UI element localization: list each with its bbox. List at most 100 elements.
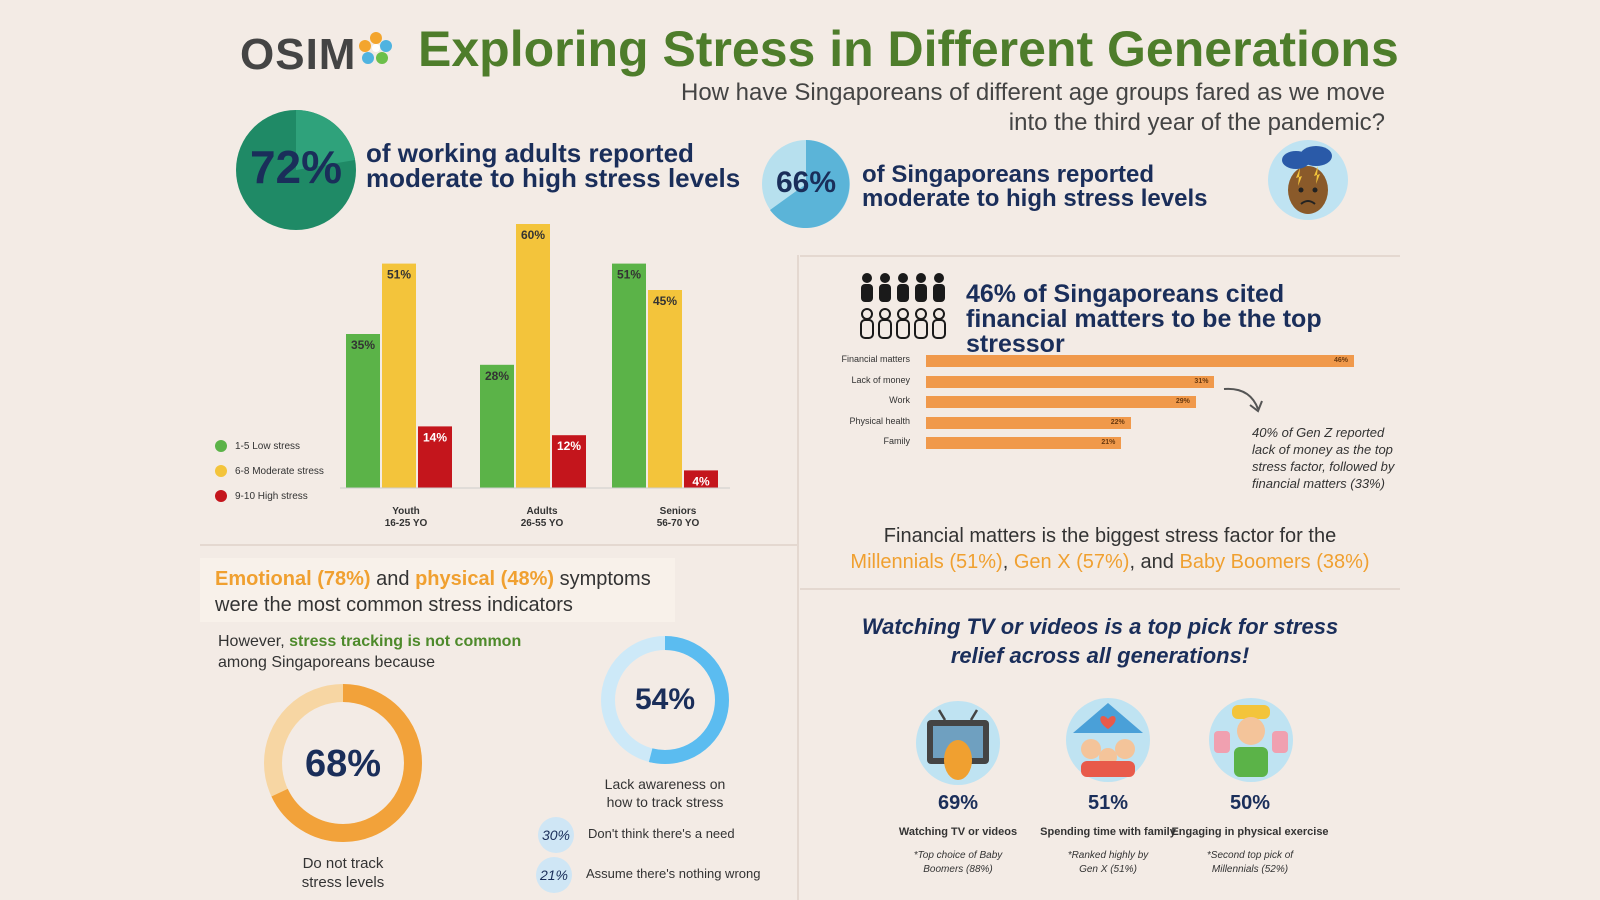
hbar-lack-of-money [926, 375, 1215, 388]
tracking-highlight: stress tracking is not common [289, 633, 522, 650]
tv-icon [916, 701, 1000, 785]
legend-high: 9-10 High stress [215, 490, 308, 502]
category-label-seniors: Seniors 56-70 YO [628, 506, 728, 530]
no-track-label: Do not track stress levels [301, 855, 385, 891]
stat-72-text: of working adults reported moderate to h… [366, 138, 741, 193]
lack-pct: 54% [634, 683, 696, 716]
relief-1-pct: 69% [937, 792, 979, 814]
stat-66-circle [762, 140, 850, 228]
lack-ring-arc [601, 636, 729, 764]
category-age-adults: 26-55 YO [520, 518, 564, 529]
hbar-category-label: Work [889, 395, 910, 405]
symptoms-text: Emotional (78%) and physical (48%) sympt… [215, 566, 665, 618]
hbar-family [926, 437, 1122, 449]
boomers-stat: Baby Boomers (38%) [1179, 551, 1370, 573]
bar-moderate-adults [516, 224, 550, 488]
relief-2-label: Spending time with family [1040, 826, 1176, 838]
bar-value-label: 14% [423, 430, 447, 444]
legend-low: 1-5 Low stress [215, 440, 300, 452]
bar-low-youth [346, 334, 380, 488]
category-name-youth: Youth [392, 506, 420, 517]
stat-66-value: 66% [775, 166, 837, 199]
vertical-divider [797, 255, 799, 900]
emotional-stat: Emotional (78%) [215, 568, 371, 590]
financial-title: 46% of Singaporeans cited financial matt… [966, 280, 1322, 358]
legend-moderate-dot [215, 465, 227, 477]
family-icon [1066, 698, 1150, 782]
bar-high-seniors [684, 470, 718, 488]
among-text: among Singaporeans because [218, 654, 436, 671]
bar-value-label: 28% [485, 369, 509, 383]
however-text: However, [218, 633, 285, 650]
hbar-category-label: Physical health [849, 415, 910, 426]
stressed-person-icon [1268, 140, 1348, 220]
bar-value-label: 4% [692, 474, 710, 488]
relief-title: Watching TV or videos is a top pick for … [861, 614, 1339, 668]
hbar-category-label: Family [883, 436, 911, 446]
no-track-ring-arc [264, 684, 422, 842]
category-age-seniors: 56-70 YO [656, 518, 700, 529]
legend-high-dot [215, 490, 227, 502]
page-subtitle: How have Singaporeans of different age g… [681, 79, 1385, 136]
tracking-intro: However, stress tracking is not common a… [218, 631, 538, 673]
bar-value-label: 51% [617, 268, 641, 282]
millennials-stat: Millennials (51%) [850, 551, 1003, 573]
osim-flower-icon [359, 32, 392, 64]
exercise-icon [1209, 698, 1293, 782]
no-track-ring [264, 684, 422, 842]
stat-72-circle [236, 110, 356, 230]
legend-low-dot [215, 440, 227, 452]
no-track-pct: 68% [304, 743, 382, 785]
reason-2-text: Assume there's nothing wrong [586, 866, 761, 881]
symptoms-and: and [376, 568, 410, 590]
relief-2-note: *Ranked highly by Gen X (51%) [1067, 850, 1149, 875]
bar-low-adults [480, 364, 514, 488]
relief-3-label: Engaging in physical exercise [1171, 826, 1329, 838]
right-top-divider [800, 255, 1400, 257]
bar-moderate-youth [382, 263, 416, 488]
reason-1-text: Don't think there's a need [588, 826, 735, 841]
legend-moderate: 6-8 Moderate stress [215, 465, 324, 477]
category-age-youth: 16-25 YO [384, 518, 428, 529]
financial-bar-chart: Financial matters 46% Lack of money 31% Work… [800, 350, 1400, 460]
legend-low-label: 1-5 Low stress [235, 440, 301, 452]
osim-logo: OSIM [240, 30, 356, 80]
symptoms-rest: symptoms were the most common stress ind… [215, 568, 651, 616]
category-label-youth: Youth 16-25 YO [356, 506, 456, 530]
physical-stat: physical (48%) [415, 568, 555, 590]
stat-66-text: of Singaporeans reported moderate to hig… [862, 161, 1208, 212]
bar-value-label: 51% [387, 268, 411, 282]
bar-value-label: 60% [521, 228, 545, 242]
hbar-value-label: 21% [1101, 439, 1116, 446]
generation-stress-chart: 35% 28% 51% 51% 60% 45% 14% 12% 4% [340, 224, 730, 489]
bar-value-label: 35% [351, 338, 375, 352]
bar-value-label: 12% [557, 439, 581, 453]
hbar-value-label: 29% [1175, 398, 1190, 405]
symptoms-box [200, 558, 675, 622]
bar-moderate-seniors [648, 290, 682, 488]
relief-2-pct: 51% [1087, 792, 1129, 814]
left-divider [200, 544, 797, 546]
genx-stat: Gen X (57%) [1013, 551, 1130, 573]
summary-sep-2: , and [1129, 551, 1174, 573]
legend-high-label: 9-10 High stress [235, 490, 308, 502]
bar-high-adults [552, 435, 586, 488]
logo-text: OSIM [240, 30, 357, 79]
page-title: Exploring Stress in Different Generation… [418, 21, 1399, 77]
hbar-value-label: 46% [1334, 357, 1349, 364]
relief-3-pct: 50% [1229, 792, 1271, 814]
bar-high-youth [418, 426, 452, 488]
category-name-seniors: Seniors [659, 506, 697, 517]
hbar-value-label: 22% [1110, 418, 1125, 426]
relief-3-note: *Second top pick of Millennials (52%) [1206, 850, 1294, 875]
hbar-value-label: 31% [1194, 377, 1209, 385]
hbar-category-label: Financial matters [841, 354, 910, 364]
stat-72-value: 72% [249, 141, 343, 193]
reason-1-pct: 30% [538, 817, 574, 853]
category-name-adults: Adults [526, 506, 558, 517]
relief-1-label: Watching TV or videos [898, 826, 1018, 838]
curved-arrow-icon [1223, 387, 1263, 413]
hbar-work [926, 396, 1196, 408]
people-group-icon [860, 273, 946, 339]
bar-low-seniors [612, 263, 646, 488]
